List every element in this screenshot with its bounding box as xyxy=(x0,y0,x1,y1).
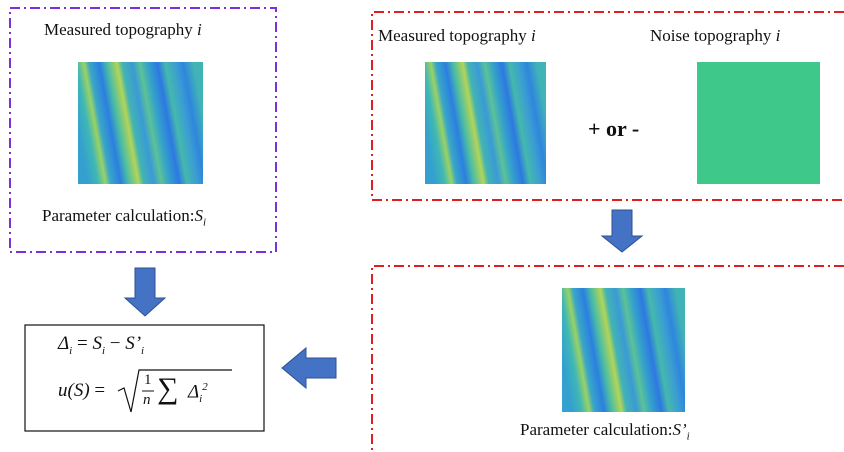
topography-image xyxy=(562,288,685,412)
text: i xyxy=(69,345,72,357)
left-arrow xyxy=(282,348,336,388)
title: Measured topography i xyxy=(44,20,202,40)
text: 2 xyxy=(202,381,208,393)
operator: + or - xyxy=(588,116,639,142)
text: Parameter calculation: xyxy=(520,420,672,439)
topography-image xyxy=(425,62,546,184)
text: i xyxy=(776,26,781,45)
text: = xyxy=(94,380,105,401)
sum-sign: ∑ xyxy=(157,372,178,406)
noise-image xyxy=(697,62,820,184)
text: − xyxy=(110,333,121,354)
text: Noise topography xyxy=(650,26,771,45)
text: i xyxy=(687,430,690,442)
down-arrow xyxy=(125,268,165,316)
formula-lhs: u(S) = xyxy=(58,380,105,402)
text: u(S) xyxy=(58,380,90,401)
down-arrow xyxy=(602,210,642,252)
title: Noise topography i xyxy=(650,26,780,46)
text: S’ xyxy=(672,420,686,439)
text: i xyxy=(141,345,144,357)
text: S’ xyxy=(125,333,141,354)
fraction-num: 1 xyxy=(144,372,152,389)
text: Measured topography xyxy=(44,20,193,39)
text: Measured topography xyxy=(378,26,527,45)
fraction-den: n xyxy=(143,392,151,409)
text: i xyxy=(199,393,202,405)
diagram: Measured topography i Parameter calculat… xyxy=(0,0,844,452)
text: Δ xyxy=(188,381,199,402)
topography-image xyxy=(78,62,203,184)
formula-line: Δi = Si − S’i xyxy=(58,333,144,357)
caption: Parameter calculation:Si xyxy=(42,206,206,228)
text: = xyxy=(77,333,88,354)
caption: Parameter calculation:S’i xyxy=(520,420,690,442)
text: S xyxy=(92,333,102,354)
text: S xyxy=(194,206,203,225)
text: i xyxy=(197,20,202,39)
text: i xyxy=(531,26,536,45)
text: Parameter calculation: xyxy=(42,206,194,225)
sum-term: Δi2 xyxy=(188,381,208,405)
text: Δ xyxy=(58,333,69,354)
text: i xyxy=(203,216,206,228)
title: Measured topography i xyxy=(378,26,536,46)
text: i xyxy=(102,345,105,357)
